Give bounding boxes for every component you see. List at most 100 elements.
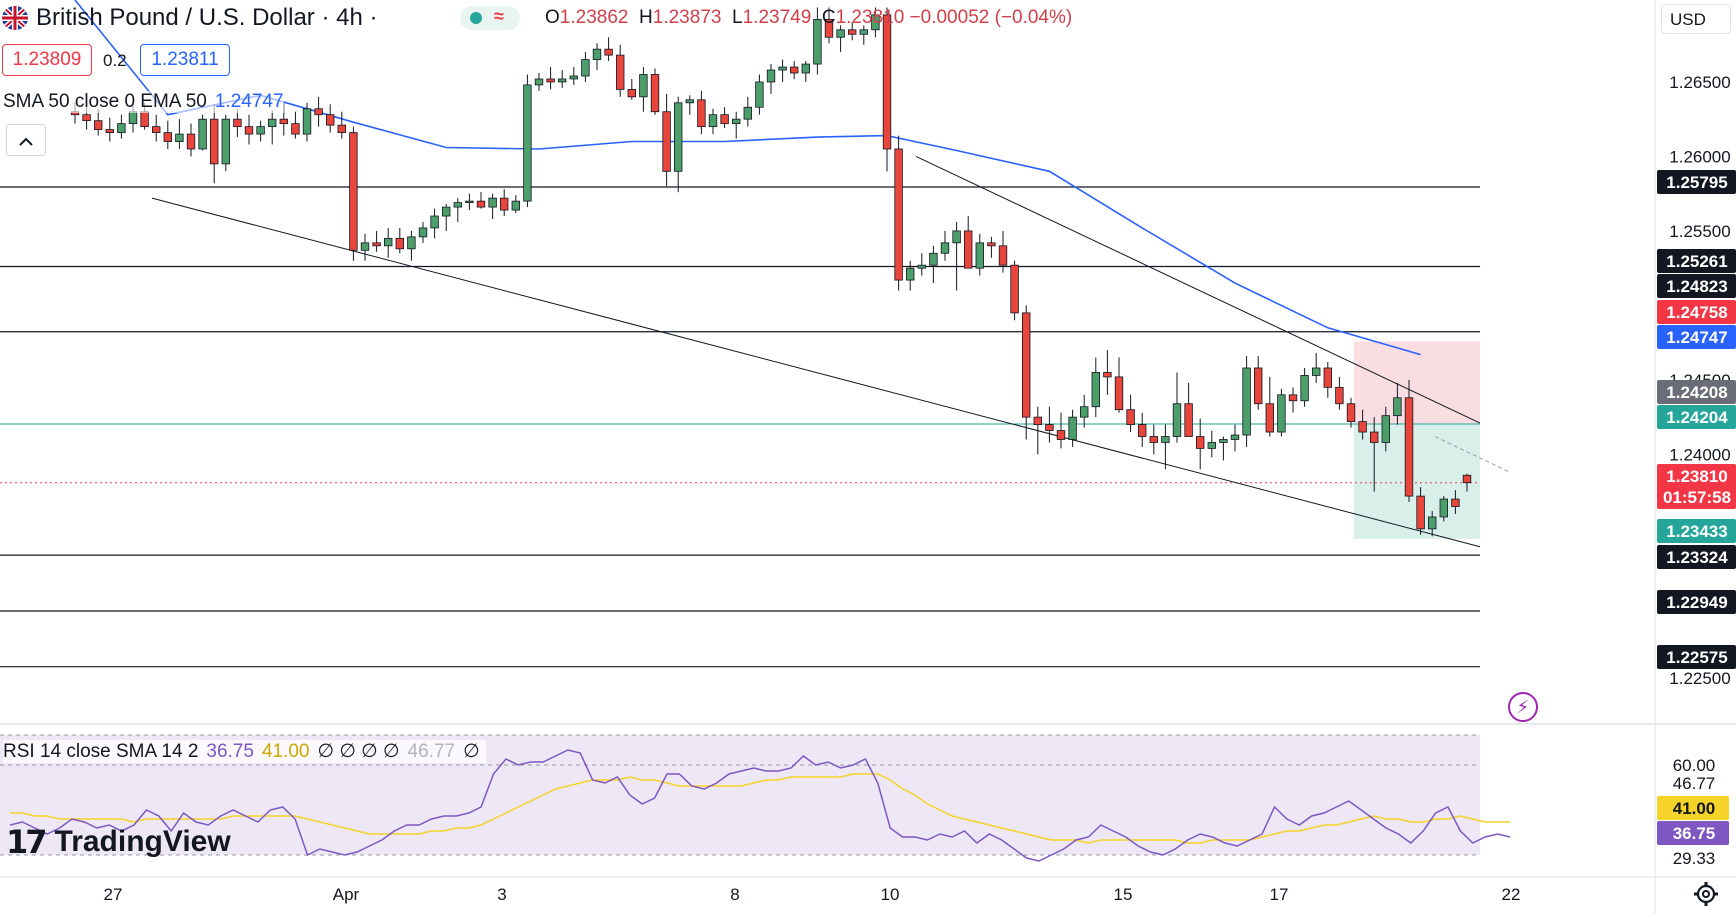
ema-legend-text: SMA 50 close 0 EMA 50 [3,91,207,112]
candle-body [616,54,625,90]
candle-body [813,18,822,65]
candle-body [1439,498,1448,518]
candle-body [940,242,950,254]
symbol-title[interactable]: British Pound / U.S. Dollar · 4h · [36,4,378,31]
price-tag-level [1657,645,1736,669]
upper-trendline [915,155,1481,424]
rsi-tick-label: 36.75 [1673,824,1716,843]
price-tag-level [1657,170,1736,194]
market-status-pill[interactable]: ≈ [460,6,520,30]
ema-legend[interactable]: SMA 50 close 0 EMA 50 1.24747 [3,91,284,113]
rsi-sma-legend-value: 41.00 [261,741,310,762]
tradingview-logo[interactable]: 17 TradingView [6,822,231,862]
price-tag-label: 1.24747 [1666,328,1727,347]
candle-body [685,99,694,104]
candle-body [407,236,416,250]
tradingview-logo-icon: 17 [6,823,47,861]
candle-body [488,197,497,208]
buy-button[interactable]: 1.23811 [140,44,230,76]
candle-body [569,75,578,80]
candles [70,7,1472,537]
ema-legend-value: 1.24747 [214,91,284,112]
candle-body [1056,430,1066,440]
candle-body [151,126,161,133]
candle-body [859,29,868,35]
rsi-tick-label: 60.00 [1673,756,1716,775]
candle-body [279,118,288,125]
candle-body [1312,367,1321,376]
candle-body [720,114,729,125]
candle-body [1149,436,1158,443]
candle-body [499,197,509,211]
candle-body [917,264,926,269]
rsi-legend[interactable]: RSI 14 close SMA 14 2 36.75 41.00 ∅ ∅ ∅ ∅ 46… [3,740,486,763]
change-value: −0.00052 (−0.04%) [909,7,1073,28]
price-tag-label: 1.24758 [1666,303,1727,322]
sell-button[interactable]: 1.23809 [2,44,92,76]
candle-body [558,78,567,83]
candle-body [117,123,126,133]
candle-body [1219,439,1228,443]
candle-body [952,230,961,244]
rsi-legend-last: ∅ [463,741,480,762]
candle-body [1370,431,1379,443]
time-tick-label: 10 [881,885,900,904]
alert-lightning-icon[interactable]: ⚡ [1508,692,1538,722]
price-tag-label: 1.24823 [1666,277,1727,296]
candle-body [790,66,799,74]
candle-body [441,206,451,217]
trendlines [151,155,1511,548]
price-tag-entry [1657,380,1736,404]
candle-body [314,108,323,116]
candle-body [1138,424,1147,437]
candle-body [395,237,404,250]
high-value: 1.23873 [652,7,722,28]
candle-body [1346,403,1356,423]
candle-body [882,14,892,150]
candle-body [1358,421,1367,433]
rsi-tick-label: 46.77 [1673,774,1716,793]
time-tick-label: 15 [1114,885,1133,904]
delay-wave-icon: ≈ [494,6,504,26]
price-tick-label: 1.22500 [1669,669,1730,688]
candle-body [418,227,428,238]
settings-gear-icon[interactable] [1692,880,1720,908]
candle-body [1323,367,1332,388]
candle-body [998,245,1008,266]
price-tag-level [1657,545,1736,569]
candle-body [1242,367,1251,436]
candle-body [975,242,984,269]
time-tick-label: Apr [333,885,360,904]
rsi-legend-text: RSI 14 close SMA 14 2 [3,741,199,762]
price-tag-label: 1.24204 [1666,408,1728,427]
time-tick-label: 22 [1502,885,1521,904]
candle-body [453,202,462,208]
candle-body [1393,397,1402,417]
gbp-usd-flag-icon [2,6,28,30]
currency-selector[interactable]: USD [1661,4,1731,34]
candle-body [349,132,358,251]
candle-body [1451,498,1460,507]
candle-body [732,118,741,125]
candle-body [360,242,370,251]
rsi-legend-placeholders: ∅ ∅ ∅ ∅ [317,741,400,762]
price-tag-last [1657,464,1736,488]
close-value: 1.23810 [835,7,905,28]
price-tag-countdown [1657,485,1736,509]
rsi-tick-label: 29.33 [1673,849,1716,868]
candle-body [639,74,648,98]
candle-body [372,242,381,247]
ohlc-readout: O1.23862 H1.23873 L1.23749 C1.23810 −0.0… [545,7,1073,28]
rsi-sma-line [10,773,1510,844]
candle-body [209,118,219,165]
candle-body [523,84,532,202]
collapse-legend-button[interactable] [6,124,46,156]
candle-body [604,48,613,56]
price-axis: 1.265001.260001.255001.245001.240001.235… [1654,0,1736,914]
time-tick-label: 17 [1270,885,1289,904]
tradingview-logo-text: TradingView [54,825,231,858]
time-axis: 27 Apr 3 8 10 15 17 22 [0,876,1736,904]
candle-body [592,48,602,60]
candle-body [337,124,346,133]
